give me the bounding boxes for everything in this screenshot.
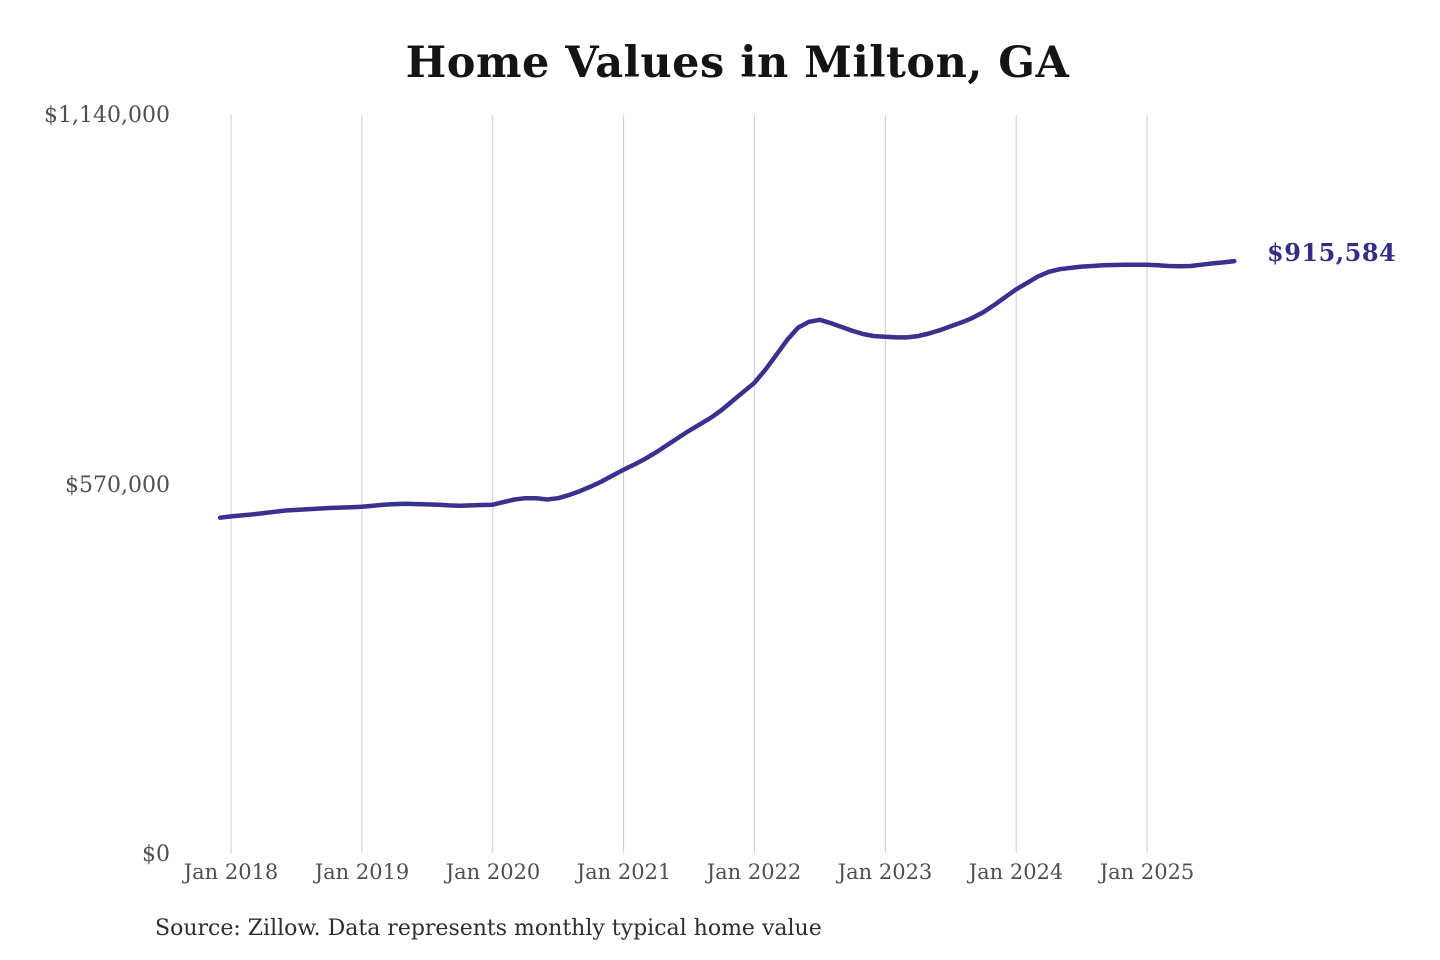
home-value-line-series xyxy=(217,258,1237,520)
chart-title: Home Values in Milton, GA xyxy=(405,38,1070,88)
x-axis-tick-label-2019: Jan 2019 xyxy=(314,860,410,884)
y-axis-tick-label-570000: $570,000 xyxy=(65,473,170,498)
x-axis-tick-label-2021: Jan 2021 xyxy=(576,860,672,884)
x-axis-tick-label-2023: Jan 2023 xyxy=(837,860,933,884)
y-axis-tick-label-1140000: $1,140,000 xyxy=(44,103,170,128)
y-axis-tick-label-0: $0 xyxy=(142,842,170,867)
x-axis-tick-label-2024: Jan 2024 xyxy=(968,860,1064,884)
source-note: Source: Zillow. Data represents monthly … xyxy=(155,916,822,941)
x-axis-tick-label-2025: Jan 2025 xyxy=(1099,860,1195,884)
x-axis-tick-label-2022: Jan 2022 xyxy=(706,860,802,884)
final-value-label: $915,584 xyxy=(1267,238,1397,267)
x-axis-tick-label-2020: Jan 2020 xyxy=(445,860,541,884)
x-axis-tick-label-2018: Jan 2018 xyxy=(183,860,279,884)
